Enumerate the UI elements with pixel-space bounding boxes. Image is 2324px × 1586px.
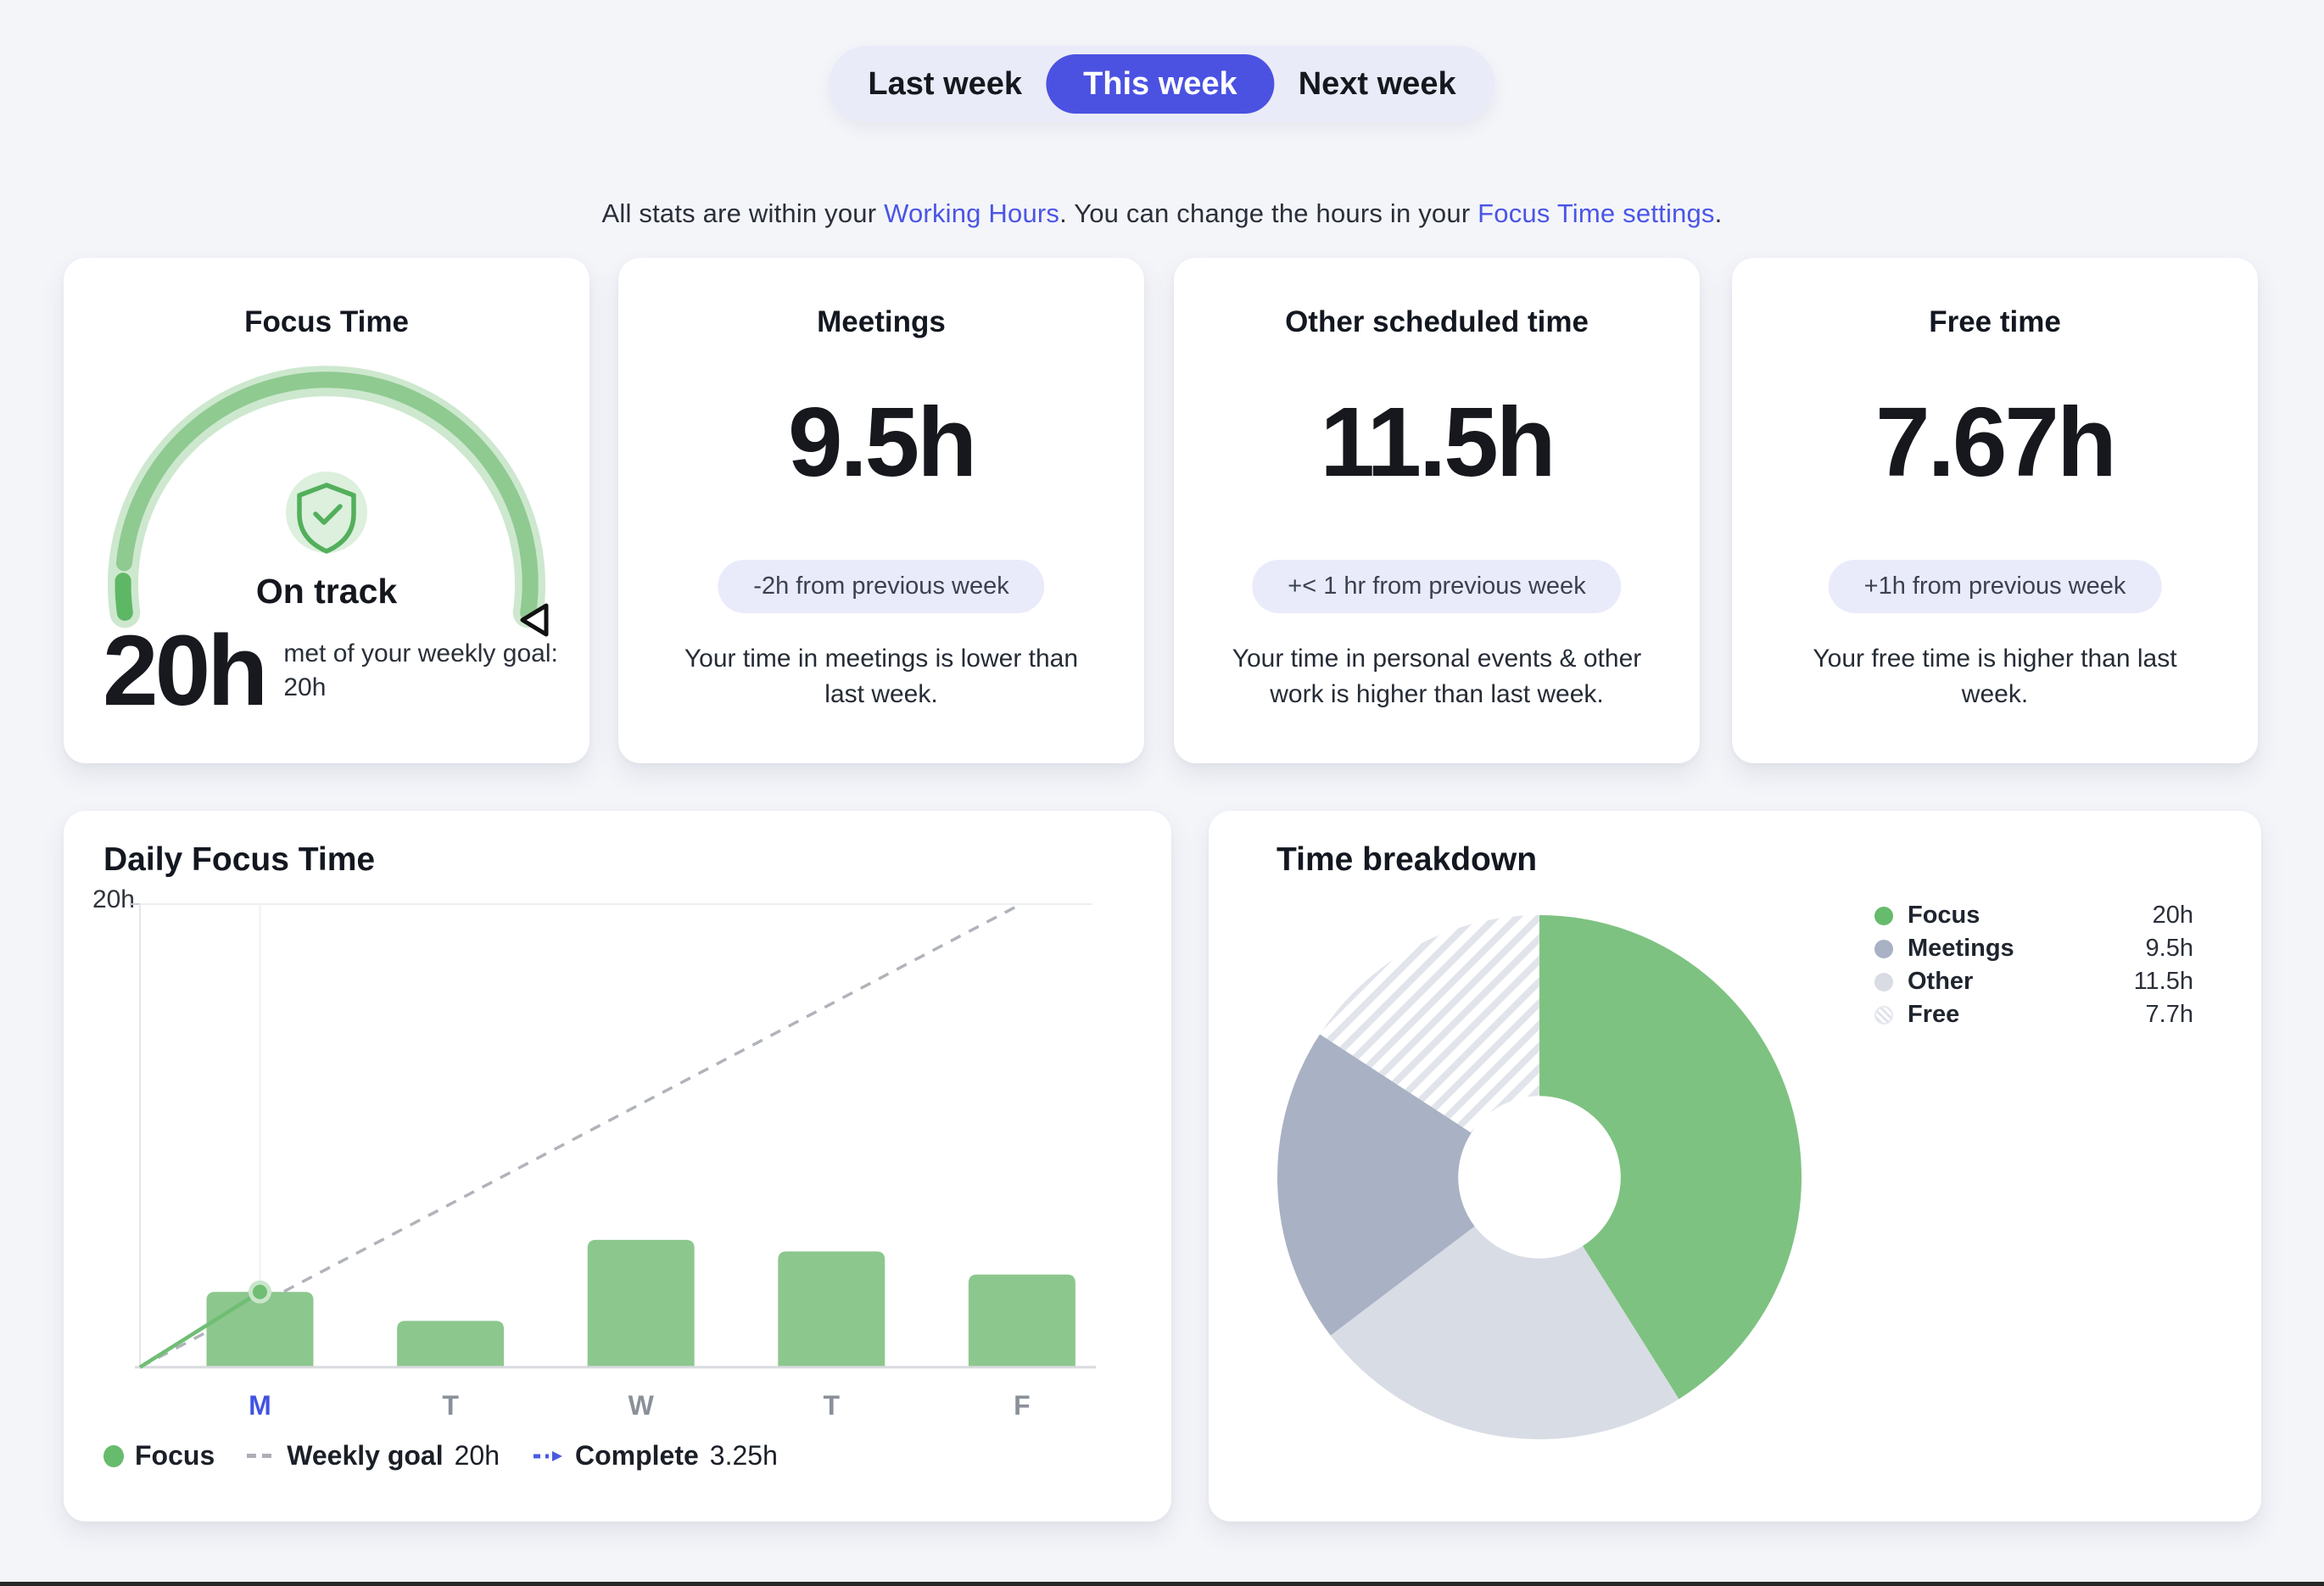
meetings-dot-icon <box>1874 939 1893 958</box>
x-tick-F-4: F <box>1014 1390 1031 1421</box>
meetings-legend-label: Meetings <box>1908 935 2014 962</box>
x-tick-W-2: W <box>628 1390 655 1421</box>
free-legend-value: 7.7h <box>2145 1001 2193 1028</box>
legend-row-other: Other 11.5h <box>1874 965 2193 998</box>
focus-time-settings-link[interactable]: Focus Time settings <box>1478 198 1715 228</box>
other-dot-icon <box>1874 972 1893 991</box>
complete-arrow-icon <box>534 1450 562 1461</box>
focus-series-dot-icon <box>103 1444 124 1467</box>
free-time-card: Free time 7.67h +1h from previous week Y… <box>1732 258 2258 763</box>
donut-slice-other <box>1330 1226 1679 1439</box>
complete-progress-dot <box>248 1280 271 1304</box>
other-scheduled-card: Other scheduled time 11.5h +< 1 hr from … <box>1174 258 1700 763</box>
tab-last-week[interactable]: Last week <box>852 56 1037 112</box>
bar-W-2 <box>587 1239 695 1367</box>
working-hours-link[interactable]: Working Hours <box>884 198 1060 228</box>
legend-row-meetings: Meetings 9.5h <box>1874 932 2193 965</box>
tab-next-week[interactable]: Next week <box>1283 56 1472 112</box>
bar-T-3 <box>778 1251 885 1367</box>
free-time-description: Your free time is higher than last week. <box>1813 645 2177 708</box>
weekly-goal-value: 20h <box>454 1440 500 1471</box>
tab-this-week[interactable]: This week <box>1046 54 1275 114</box>
free-legend-label: Free <box>1908 1001 1960 1028</box>
daily-focus-time-card: Daily Focus Time 20h M T W T F Focus Weekly … <box>64 811 1171 1522</box>
donut-slice-free <box>1320 915 1539 1133</box>
other-scheduled-description: Your time in personal events & other wor… <box>1232 645 1642 708</box>
meetings-legend-value: 9.5h <box>2145 935 2193 962</box>
time-breakdown-legend: Focus 20h Meetings 9.5h Other 11.5h Free… <box>1874 899 2193 1031</box>
daily-focus-legend: Focus Weekly goal 20h Complete 3.25h <box>103 1440 778 1472</box>
free-time-value: 7.67h <box>1875 387 2117 497</box>
subtitle-text-3: . <box>1714 198 1723 228</box>
free-time-card-title: Free time <box>1929 305 2061 338</box>
weekly-goal-line <box>139 902 1022 1369</box>
legend-item-complete: Complete 3.25h <box>532 1440 778 1472</box>
legend-item-weekly-goal: Weekly goal 20h <box>247 1440 500 1472</box>
legend-row-focus: Focus 20h <box>1874 899 2193 932</box>
legend-row-free: Free 7.7h <box>1874 998 2193 1031</box>
focus-legend-label: Focus <box>1908 902 1980 929</box>
meetings-card: Meetings 9.5h -2h from previous week You… <box>618 258 1144 763</box>
focus-dot-icon <box>1874 906 1893 925</box>
meetings-value: 9.5h <box>787 387 977 497</box>
free-time-delta-badge: +1h from previous week <box>1828 560 2162 613</box>
meetings-description: Your time in meetings is lower than last… <box>684 645 1079 708</box>
focus-goal-value: 20h <box>103 615 268 727</box>
other-legend-label: Other <box>1908 968 1974 995</box>
complete-progress-line <box>138 1290 261 1369</box>
focus-goal-summary: 20h met of your weekly goal: 20h <box>103 621 564 721</box>
bar-F-4 <box>968 1274 1075 1367</box>
subtitle-text-2: . You can change the hours in your <box>1059 198 1478 228</box>
focus-time-card-title: Focus Time <box>244 305 409 338</box>
x-tick-T-1: T <box>442 1390 459 1421</box>
focus-legend-value: 20h <box>2152 902 2193 929</box>
meetings-delta-badge: -2h from previous week <box>718 560 1045 613</box>
other-legend-value: 11.5h <box>2133 968 2193 995</box>
weekly-goal-label: Weekly goal <box>287 1440 444 1471</box>
focus-goal-description: met of your weekly goal: 20h <box>283 639 558 702</box>
other-scheduled-card-title: Other scheduled time <box>1285 305 1589 338</box>
y-axis-max-label: 20h <box>92 885 135 913</box>
week-selector: Last week This week Next week <box>829 46 1495 122</box>
weekly-goal-dash-icon <box>247 1454 277 1458</box>
time-breakdown-title: Time breakdown <box>1277 841 1538 878</box>
shield-check-icon <box>297 483 356 554</box>
donut-slice-focus <box>1539 915 1802 1399</box>
x-tick-T-3: T <box>824 1390 841 1421</box>
legend-item-focus: Focus <box>103 1440 215 1472</box>
subtitle-text-1: All stats are within your <box>601 198 885 228</box>
complete-label: Complete <box>575 1440 699 1471</box>
donut-slice-meetings <box>1277 1034 1475 1336</box>
bar-T-1 <box>397 1321 505 1367</box>
complete-value: 3.25h <box>709 1440 778 1471</box>
stats-subtitle: All stats are within your Working Hours.… <box>0 198 2324 229</box>
daily-focus-time-title: Daily Focus Time <box>103 841 376 878</box>
bottom-edge-bar <box>0 1582 2324 1586</box>
bar-M-0 <box>206 1292 314 1367</box>
x-tick-M-0: M <box>249 1390 271 1421</box>
time-breakdown-card: Time breakdown Focus 20h Meetings 9.5h O… <box>1209 811 2261 1522</box>
other-scheduled-delta-badge: +< 1 hr from previous week <box>1252 560 1622 613</box>
free-dot-icon <box>1874 1005 1893 1025</box>
focus-time-card: Focus Time On track 20h met of your week… <box>64 258 589 763</box>
other-scheduled-value: 11.5h <box>1320 387 1556 497</box>
focus-series-label: Focus <box>135 1440 215 1471</box>
focus-status-label: On track <box>255 572 398 611</box>
shield-badge-circle <box>286 472 367 553</box>
meetings-card-title: Meetings <box>817 305 946 338</box>
